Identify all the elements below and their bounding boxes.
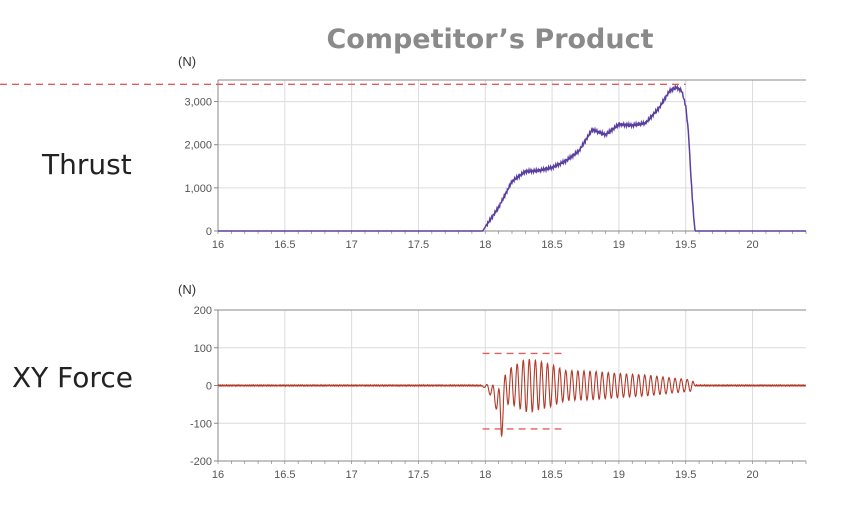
x-tick-label: 17.5 — [408, 469, 429, 481]
x-tick-label: 19 — [613, 239, 625, 251]
thrust-line — [218, 83, 806, 232]
x-tick-label: 18.5 — [541, 239, 562, 251]
xy-force-row-label: XY Force — [12, 361, 133, 394]
x-tick-label: 18.5 — [541, 469, 562, 481]
y-tick-label: -100 — [190, 418, 212, 430]
x-tick-label: 16.5 — [274, 239, 295, 251]
xy-unit-label: (N) — [178, 282, 196, 297]
y-tick-label: 100 — [194, 343, 212, 355]
y-tick-label: 3,000 — [184, 97, 212, 109]
x-tick-label: 18 — [479, 469, 491, 481]
x-tick-label: 17 — [346, 469, 358, 481]
x-tick-label: 20 — [746, 469, 758, 481]
x-tick-label: 16.5 — [274, 469, 295, 481]
x-tick-label: 19 — [613, 469, 625, 481]
xy-force-chart: 16 16.5 17 17.5 18 18.5 19 19.5 20 -200 -100 0 100 20… — [190, 305, 807, 481]
x-tick-label: 19.5 — [675, 469, 696, 481]
y-tick-label: 2,000 — [184, 140, 212, 152]
x-tick-label: 17 — [346, 239, 358, 251]
x-tick-label: 20 — [746, 239, 758, 251]
x-tick-label: 16 — [212, 239, 224, 251]
y-tick-label: 200 — [194, 305, 212, 317]
x-tick-label: 19.5 — [675, 239, 696, 251]
x-tick-label: 17.5 — [408, 239, 429, 251]
thrust-row-label: Thrust — [42, 148, 132, 181]
thrust-chart: 16 16.5 17 17.5 18 18.5 19 19.5 20 0 1,000 2,000 3,0… — [0, 79, 807, 251]
y-tick-label: -200 — [190, 456, 212, 468]
xy-force-line — [217, 358, 807, 438]
y-tick-label: 0 — [206, 381, 212, 393]
x-tick-label: 16 — [212, 469, 224, 481]
x-tick-label: 18 — [479, 239, 491, 251]
y-tick-label: 0 — [206, 226, 212, 238]
y-tick-label: 1,000 — [184, 183, 212, 195]
thrust-unit-label: (N) — [178, 54, 196, 69]
chart-title: Competitor’s Product — [326, 24, 654, 55]
